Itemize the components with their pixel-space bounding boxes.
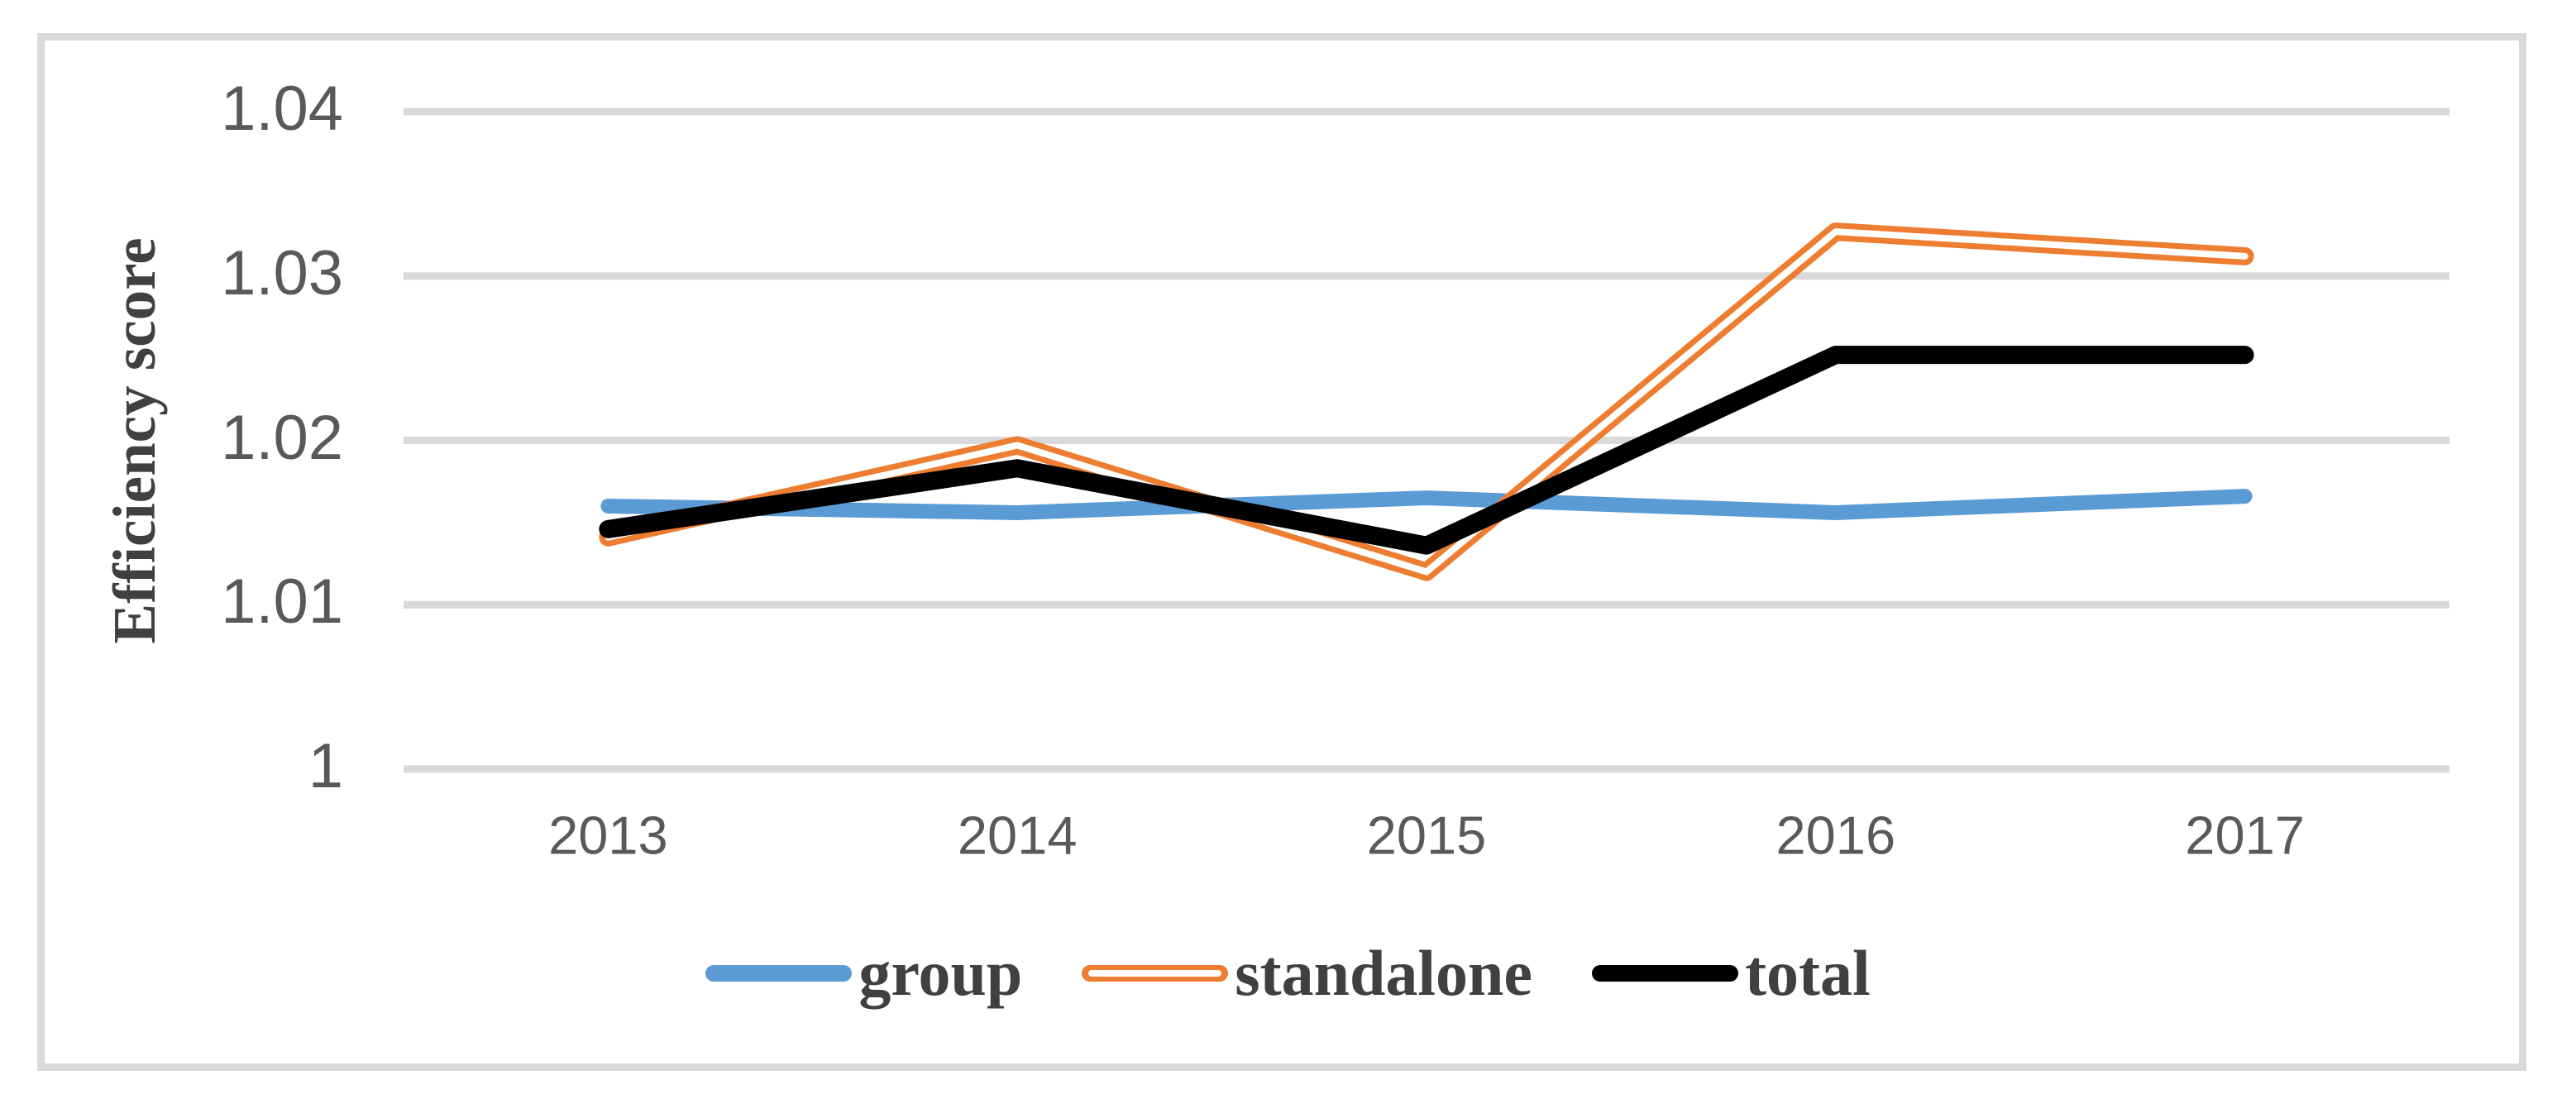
- xtick-label-2017: 2017: [2185, 805, 2305, 866]
- legend-swatch-total: [1592, 965, 1739, 982]
- legend-item-total: total: [1592, 936, 1871, 1011]
- ytick-label-1.02: 1.02: [221, 402, 343, 473]
- xtick-label-2016: 2016: [1775, 805, 1896, 866]
- series-line-group: [600, 489, 2253, 520]
- y-axis-title: Efficiency score: [101, 237, 168, 644]
- legend-swatch-standalone: [1082, 965, 1229, 982]
- legend-item-group: group: [705, 936, 1022, 1011]
- legend: group standalone total: [0, 936, 2576, 1011]
- ytick-label-1: 1: [308, 731, 343, 802]
- chart-frame: [37, 33, 2526, 1071]
- legend-item-standalone: standalone: [1082, 936, 1532, 1011]
- gridlines: [404, 108, 2449, 773]
- ytick-label-1.03: 1.03: [221, 237, 343, 308]
- series-lines: [599, 222, 2254, 581]
- legend-swatch-standalone-inner: [1088, 970, 1222, 977]
- series-line-total: [599, 346, 2254, 555]
- xtick-label-2013: 2013: [548, 805, 668, 866]
- series-line-standalone: [605, 228, 2249, 576]
- legend-swatch-group: [705, 965, 853, 982]
- xtick-label-2014: 2014: [957, 805, 1078, 866]
- legend-label-total: total: [1745, 937, 1871, 1009]
- ytick-label-1.04: 1.04: [221, 74, 343, 145]
- series-line-standalone: [599, 222, 2254, 581]
- xtick-label-2015: 2015: [1366, 805, 1487, 866]
- legend-label-group: group: [858, 937, 1023, 1009]
- ytick-label-1.01: 1.01: [221, 566, 343, 638]
- legend-label-standalone: standalone: [1235, 937, 1533, 1009]
